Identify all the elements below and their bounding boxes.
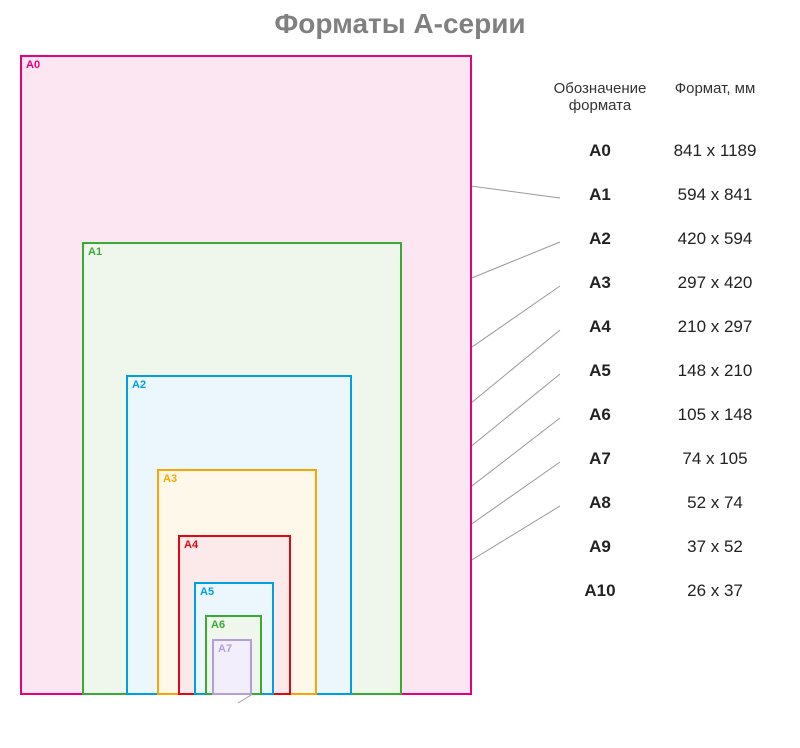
table-cell-size: 841 x 1189: [660, 142, 770, 159]
paper-label-a5: A5: [200, 586, 214, 598]
table-cell-size: 105 x 148: [660, 406, 770, 423]
table-row: A4210 x 297: [540, 304, 770, 348]
table-cell-size: 210 x 297: [660, 318, 770, 335]
table-header: Обозначение формата Формат, мм: [540, 80, 770, 114]
table-row: A1026 x 37: [540, 568, 770, 612]
table-cell-label: A9: [540, 538, 660, 555]
paper-label-a1: A1: [88, 246, 102, 258]
table-cell-size: 420 x 594: [660, 230, 770, 247]
paper-label-a7: A7: [218, 643, 232, 655]
table-row: A5148 x 210: [540, 348, 770, 392]
table-cell-label: A2: [540, 230, 660, 247]
size-table: Обозначение формата Формат, мм A0841 x 1…: [540, 80, 770, 612]
table-header-size: Формат, мм: [660, 80, 770, 114]
paper-label-a4: A4: [184, 539, 198, 551]
table-cell-size: 37 x 52: [660, 538, 770, 555]
table-row: A852 x 74: [540, 480, 770, 524]
paper-box-a7: A7: [212, 639, 252, 695]
table-cell-label: A10: [540, 582, 660, 599]
paper-label-a2: A2: [132, 379, 146, 391]
paper-label-a6: A6: [211, 619, 225, 631]
table-row: A1594 x 841: [540, 172, 770, 216]
table-row: A774 x 105: [540, 436, 770, 480]
table-cell-label: A0: [540, 142, 660, 159]
table-cell-label: A4: [540, 318, 660, 335]
table-cell-size: 52 x 74: [660, 494, 770, 511]
table-row: A6105 x 148: [540, 392, 770, 436]
table-cell-size: 594 x 841: [660, 186, 770, 203]
table-row: A0841 x 1189: [540, 128, 770, 172]
table-cell-label: A6: [540, 406, 660, 423]
table-header-label: Обозначение формата: [540, 80, 660, 114]
paper-label-a3: A3: [163, 473, 177, 485]
table-row: A2420 x 594: [540, 216, 770, 260]
table-cell-size: 148 x 210: [660, 362, 770, 379]
table-cell-label: A3: [540, 274, 660, 291]
table-cell-label: A7: [540, 450, 660, 467]
table-cell-size: 26 x 37: [660, 582, 770, 599]
table-row: A937 x 52: [540, 524, 770, 568]
table-row: A3297 x 420: [540, 260, 770, 304]
table-cell-label: A1: [540, 186, 660, 203]
table-cell-size: 74 x 105: [660, 450, 770, 467]
table-cell-size: 297 x 420: [660, 274, 770, 291]
paper-label-a0: A0: [26, 59, 40, 71]
page-title: Форматы А-серии: [0, 0, 800, 40]
paper-diagram: A0 A1 A2 A3 A4 A5 A6 A7: [20, 55, 498, 695]
table-cell-label: A5: [540, 362, 660, 379]
table-cell-label: A8: [540, 494, 660, 511]
